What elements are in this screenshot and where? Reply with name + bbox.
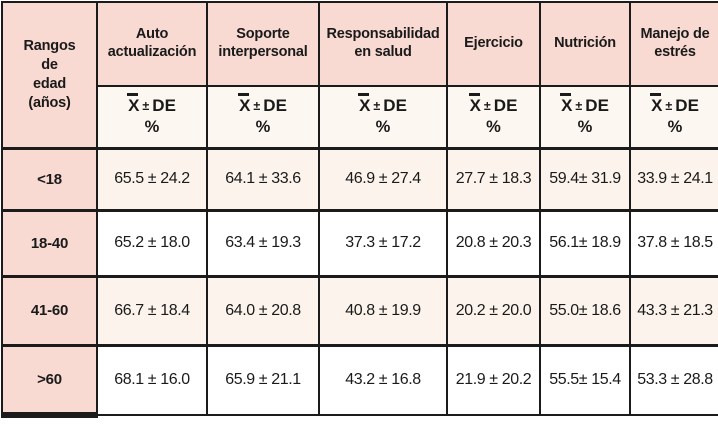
value-cell: 65.5 ± 24.2: [96, 146, 208, 211]
stat-subheader: X ± DE %: [96, 85, 208, 149]
corner-line: de: [41, 56, 58, 73]
value-cell: 53.3 ± 28.8: [629, 343, 718, 416]
column-header-soporte-interpersonal: Soporte interpersonal: [206, 1, 320, 87]
table-row-under-18: <18 65.5 ± 24.2 64.1 ± 33.6 46.9 ± 27.4 …: [1, 146, 718, 211]
value-cell: 64.0 ± 20.8: [206, 274, 320, 346]
corner-line: Rangos: [23, 38, 76, 55]
table-row-over-60: >60 68.1 ± 16.0 65.9 ± 21.1 43.2 ± 16.8 …: [1, 343, 718, 418]
value-cell: 65.9 ± 21.1: [206, 343, 320, 416]
data-table: Rangos de edad (años) Auto actualización…: [1, 1, 718, 418]
value-cell: 43.3 ± 21.3: [629, 274, 718, 346]
plus-minus-sign: ±: [253, 99, 261, 114]
plus-minus-sign: ±: [575, 99, 583, 114]
value-cell: 21.9 ± 20.2: [446, 343, 541, 416]
value-cell: 37.8 ± 18.5: [629, 208, 718, 277]
value-cell: 20.2 ± 20.0: [446, 274, 541, 346]
value-cell: 55.5± 15.4: [539, 343, 631, 416]
mean-symbol: X: [560, 93, 573, 116]
mean-sd-line: X ± DE: [99, 93, 205, 116]
value-cell: 20.8 ± 20.3: [446, 208, 541, 277]
stat-subheader: X ± DE %: [446, 85, 541, 149]
percent-sign: %: [375, 117, 391, 136]
stat-subheader: X ± DE %: [318, 85, 448, 149]
value-cell: 43.2 ± 16.8: [318, 343, 448, 416]
mean-symbol: X: [650, 93, 663, 116]
stat-subheader: X ± DE %: [206, 85, 320, 149]
row-label: 18-40: [1, 208, 98, 277]
percent-sign: %: [255, 117, 271, 136]
value-cell: 40.8 ± 19.9: [318, 274, 448, 346]
stat-subheader: X ± DE %: [629, 85, 718, 149]
percent-sign: %: [144, 117, 160, 136]
value-cell: 56.1± 18.9: [539, 208, 631, 277]
value-cell: 65.2 ± 18.0: [96, 208, 208, 277]
value-cell: 33.9 ± 24.1: [629, 146, 718, 211]
sd-label: DE: [383, 96, 407, 116]
mean-sd-line: X ± DE: [632, 93, 718, 116]
percent-sign: %: [667, 117, 683, 136]
value-cell: 59.4± 31.9: [539, 146, 631, 211]
corner-header-rangos-edad: Rangos de edad (años): [1, 1, 98, 149]
mean-sd-line: X ± DE: [449, 93, 538, 116]
mean-sd-line: X ± DE: [209, 93, 317, 116]
column-header-responsabilidad-salud: Responsabilidad en salud: [318, 1, 448, 87]
mean-symbol: X: [358, 93, 371, 116]
column-header-auto-actualizacion: Auto actualización: [96, 1, 208, 87]
value-cell: 63.4 ± 19.3: [206, 208, 320, 277]
table-row-41-60: 41-60 66.7 ± 18.4 64.0 ± 20.8 40.8 ± 19.…: [1, 274, 718, 346]
mean-symbol: X: [127, 93, 140, 116]
value-cell: 55.0± 18.6: [539, 274, 631, 346]
column-header-manejo-estres: Manejo de estrés: [629, 1, 718, 87]
corner-line: (años): [28, 94, 71, 111]
row-label: 41-60: [1, 274, 98, 346]
percent-sign: %: [486, 117, 501, 136]
value-cell: 64.1 ± 33.6: [206, 146, 320, 211]
value-cell: 27.7 ± 18.3: [446, 146, 541, 211]
value-cell: 68.1 ± 16.0: [96, 343, 208, 416]
sd-label: DE: [493, 96, 518, 116]
column-header-nutricion: Nutrición: [539, 1, 631, 87]
column-header-ejercicio: Ejercicio: [446, 1, 541, 87]
value-cell: 66.7 ± 18.4: [96, 274, 208, 346]
plus-minus-sign: ±: [665, 99, 673, 114]
table-row-18-40: 18-40 65.2 ± 18.0 63.4 ± 19.3 37.3 ± 17.…: [1, 208, 718, 277]
mean-symbol: X: [238, 93, 251, 116]
sd-label: DE: [263, 96, 287, 116]
mean-sd-line: X ± DE: [321, 93, 445, 116]
row-label: >60: [1, 343, 98, 418]
plus-minus-sign: ±: [373, 99, 381, 114]
sd-label: DE: [675, 96, 699, 116]
mean-symbol: X: [468, 93, 481, 116]
stat-subheader: X ± DE %: [539, 85, 631, 149]
row-label: <18: [1, 146, 98, 211]
value-cell: 37.3 ± 17.2: [318, 208, 448, 277]
value-cell: 46.9 ± 27.4: [318, 146, 448, 211]
sd-label: DE: [585, 96, 609, 116]
mean-sd-line: X ± DE: [542, 93, 628, 116]
plus-minus-sign: ±: [483, 99, 491, 114]
plus-minus-sign: ±: [142, 99, 150, 114]
percent-sign: %: [577, 117, 593, 136]
corner-line: edad: [32, 75, 67, 92]
sd-label: DE: [152, 96, 176, 116]
